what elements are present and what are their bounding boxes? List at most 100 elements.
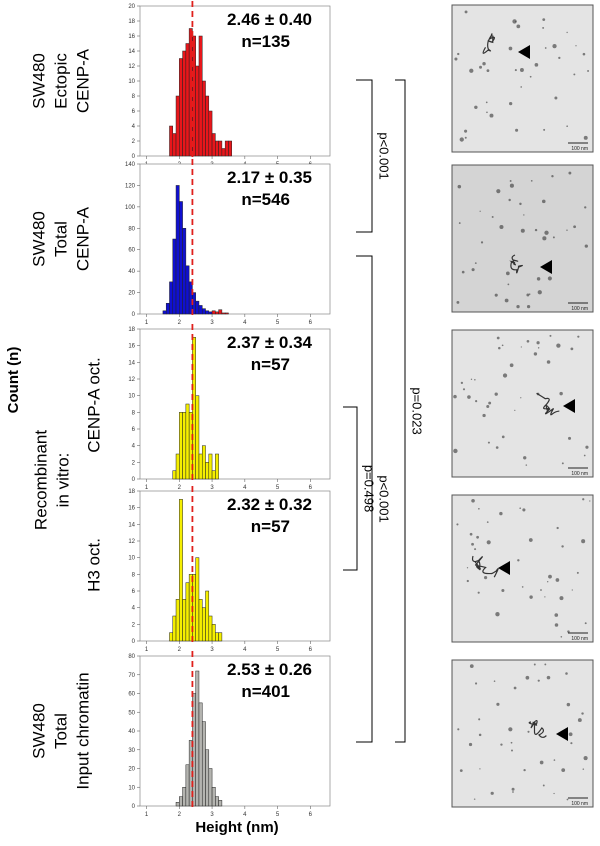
y-tick-label: 6 [132, 427, 136, 433]
bar [172, 133, 177, 157]
speck [533, 352, 538, 356]
row-label: H3 oct. [84, 538, 103, 592]
bar [179, 58, 183, 157]
speck [486, 405, 490, 409]
bar [179, 796, 183, 807]
speck [499, 224, 504, 230]
speck [517, 559, 520, 562]
x-tick-label: 5 [276, 812, 280, 818]
speck [486, 521, 489, 523]
speck [525, 675, 530, 680]
speck [504, 298, 509, 303]
speck [501, 435, 505, 439]
speck [568, 436, 572, 440]
bar [201, 721, 206, 807]
stat-annotation: n=57 [251, 517, 290, 536]
speck [460, 381, 464, 385]
speck [509, 183, 514, 188]
speck [566, 125, 568, 128]
speck [473, 798, 476, 800]
speck [470, 378, 473, 380]
speck [480, 241, 484, 244]
speck [509, 180, 512, 182]
y-tick-label: 0 [132, 639, 136, 645]
bar [205, 310, 210, 315]
speck [546, 360, 551, 364]
speck [577, 335, 580, 338]
bar [205, 95, 210, 157]
bar [195, 395, 200, 480]
bar [198, 702, 203, 807]
speck [536, 341, 540, 345]
plot-frame [139, 490, 331, 642]
y-tick-label: 14 [128, 522, 135, 528]
speck [516, 305, 520, 309]
speck [523, 456, 527, 460]
speck [484, 576, 488, 580]
y-tick-label: 16 [128, 34, 135, 40]
speck [512, 19, 517, 24]
stat-annotation: n=57 [251, 355, 290, 374]
group-label: in vitro: [53, 453, 72, 508]
y-tick-label: 40 [128, 729, 135, 735]
row-label: SW480 [29, 211, 48, 267]
bar [215, 453, 219, 480]
speck [560, 636, 563, 638]
speck [482, 413, 486, 418]
speck [547, 581, 549, 583]
x-tick-label: 2 [178, 485, 182, 491]
bar [175, 599, 180, 642]
speck [565, 672, 568, 675]
speck [496, 702, 500, 706]
x-tick-label: 6 [309, 320, 313, 326]
bar [185, 403, 190, 480]
speck [530, 179, 533, 182]
y-tick-label: 8 [132, 410, 136, 416]
speck [458, 222, 461, 224]
speck [567, 630, 570, 633]
y-tick-label: 6 [132, 589, 136, 595]
speck [584, 244, 588, 248]
speck [516, 24, 521, 29]
speck [537, 679, 540, 682]
y-tick-label: 8 [132, 572, 136, 578]
speck [533, 663, 536, 666]
speck [519, 507, 521, 510]
y-tick-label: 18 [128, 489, 135, 495]
speck [537, 290, 542, 295]
speck [542, 236, 547, 241]
y-tick-label: 60 [128, 692, 135, 698]
p-value: p<0.001 [377, 475, 392, 522]
speck [486, 111, 488, 114]
speck [466, 567, 469, 569]
plot-frame [139, 328, 331, 480]
speck [466, 579, 469, 583]
speck [515, 128, 519, 132]
speck [526, 304, 531, 309]
speck [520, 397, 522, 399]
speck [491, 215, 494, 218]
scale-bar-label: 100 nm [571, 146, 588, 152]
speck [520, 228, 525, 233]
bar [224, 140, 229, 157]
bar [179, 201, 183, 315]
p-value: p=0.023 [410, 387, 425, 434]
speck [537, 347, 540, 349]
speck [509, 102, 513, 106]
y-tick-label: 20 [128, 767, 135, 773]
speck [555, 578, 560, 582]
speck [467, 395, 471, 399]
bar [208, 110, 213, 157]
speck [546, 675, 551, 680]
speck [554, 96, 558, 100]
y-tick-label: 8 [132, 94, 136, 100]
speck [453, 394, 457, 399]
x-tick-label: 1 [145, 812, 149, 818]
bar [169, 125, 174, 157]
y-tick-label: 10 [128, 556, 135, 562]
speck [553, 792, 555, 795]
speck [513, 686, 517, 690]
bar [218, 632, 223, 642]
y-tick-label: 0 [132, 154, 136, 160]
